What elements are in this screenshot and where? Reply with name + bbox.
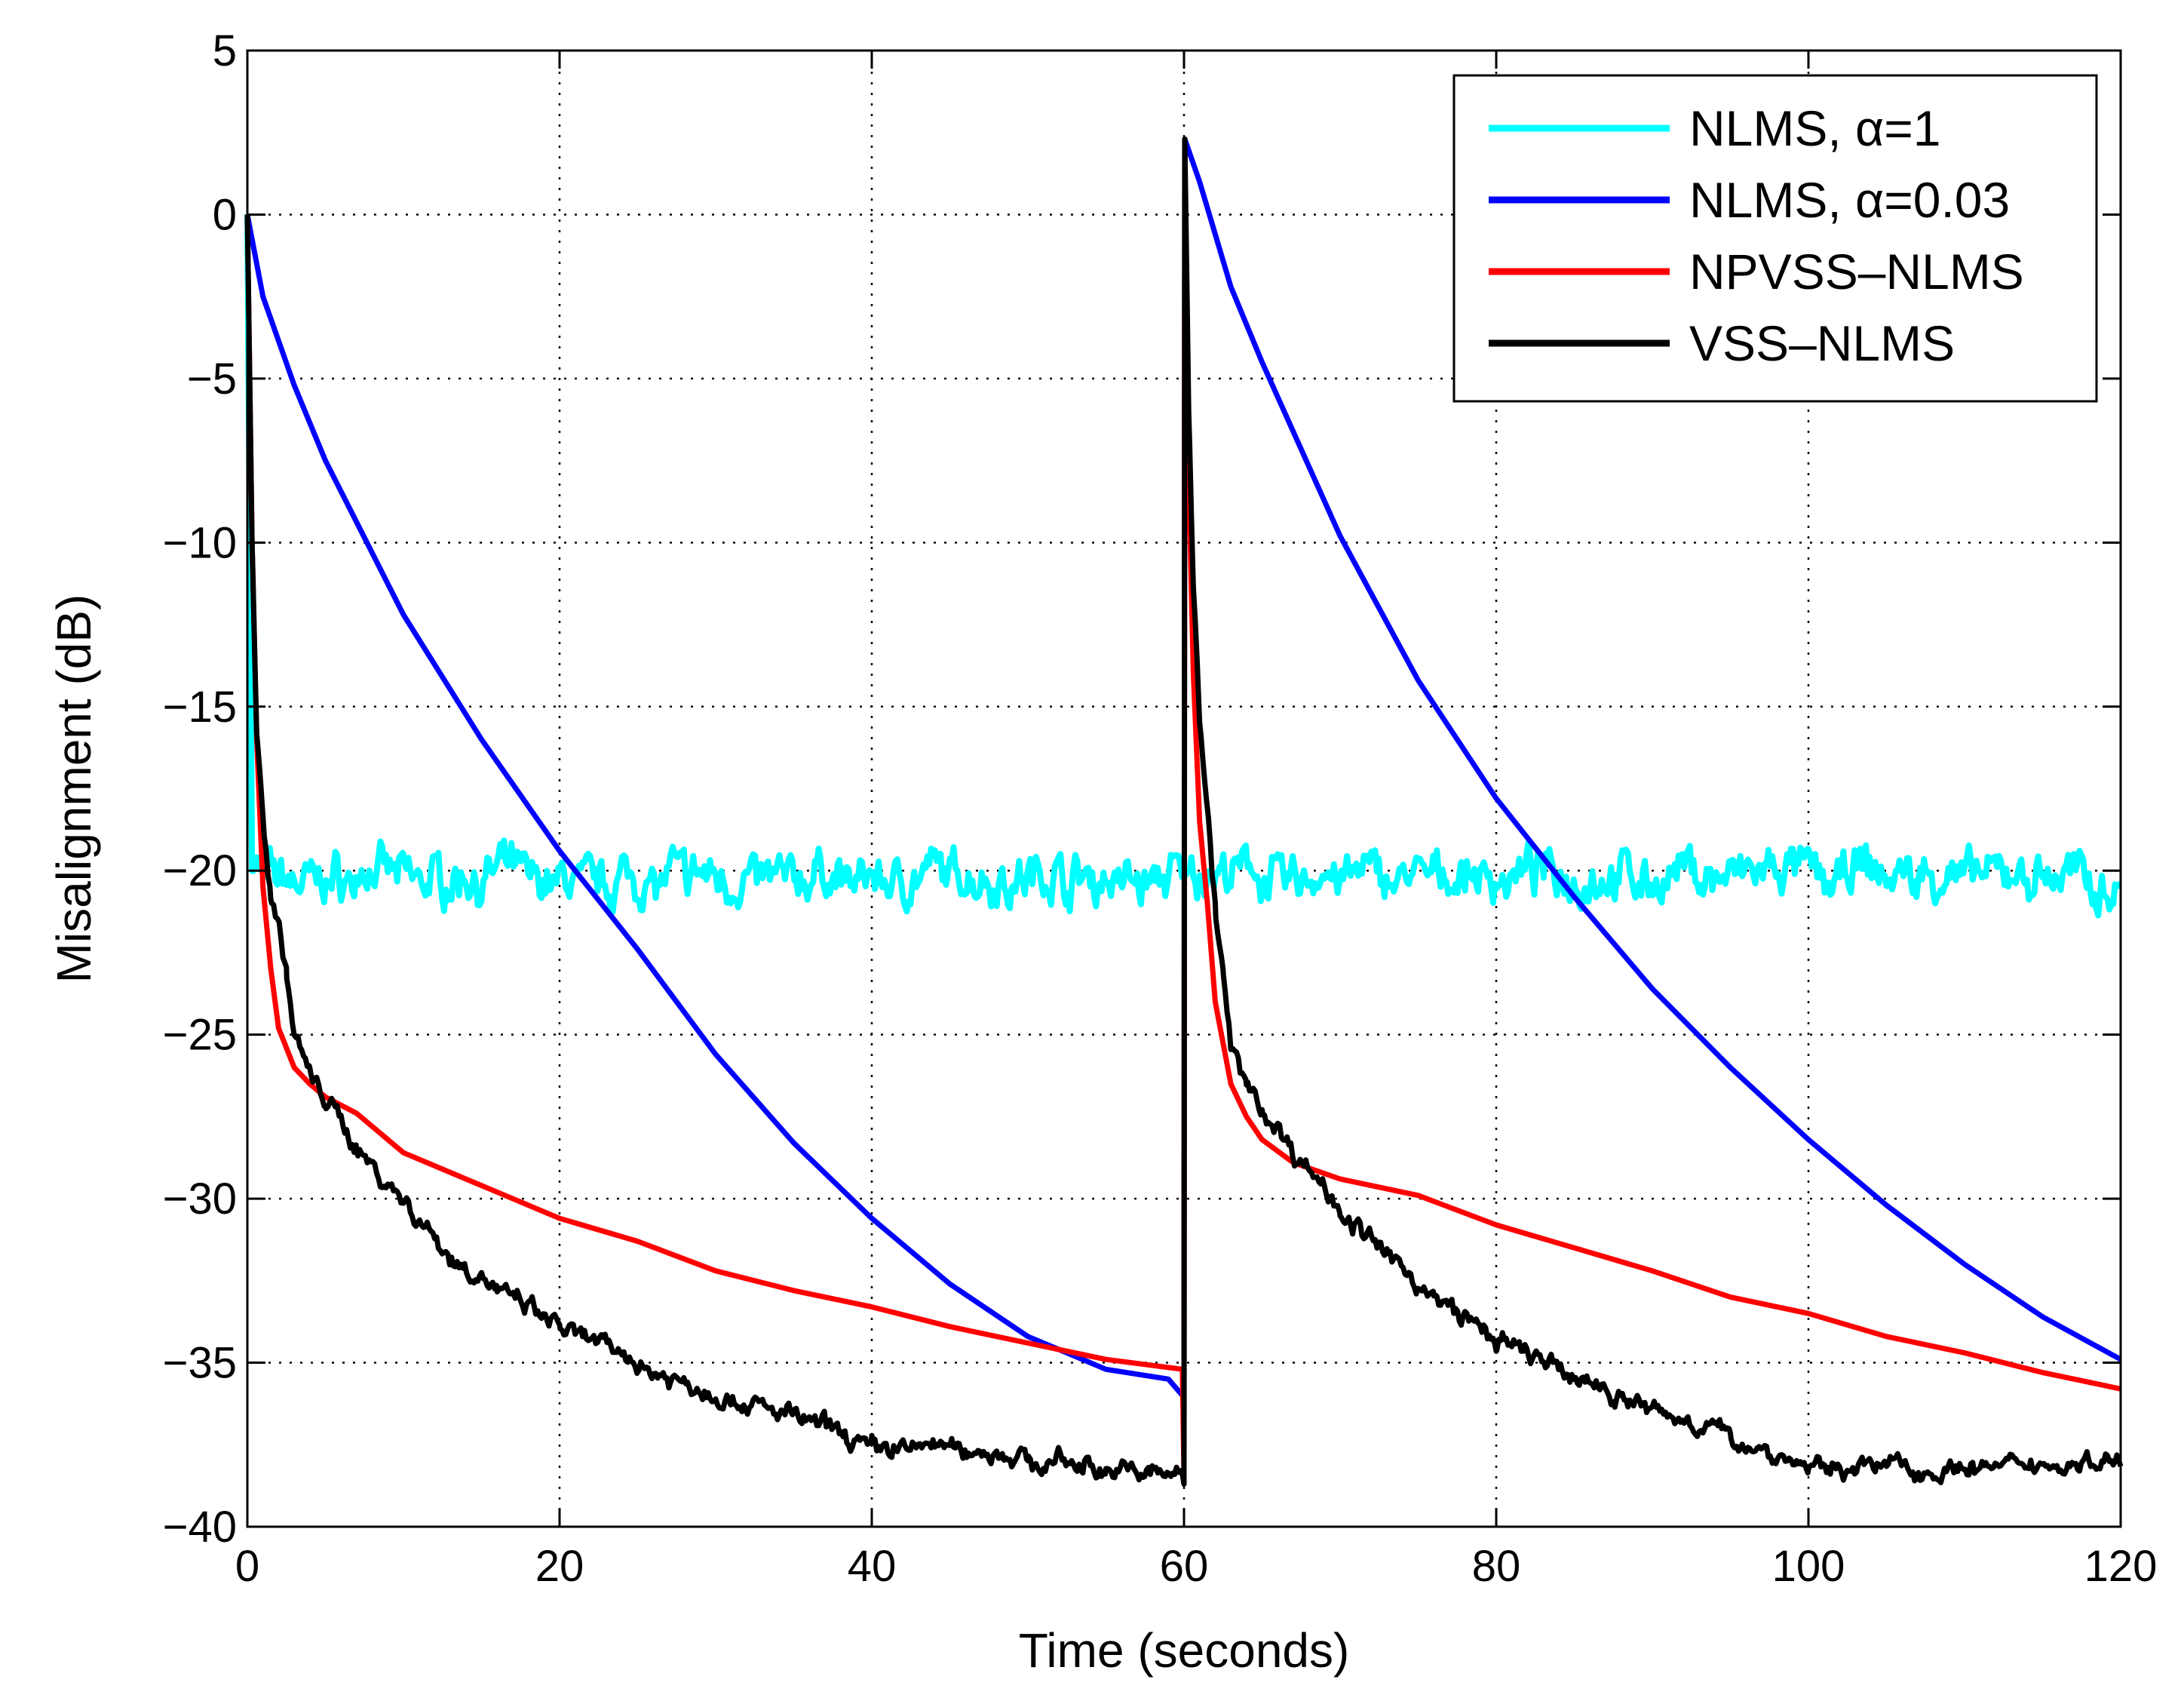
legend-label-1: NLMS, α=0.03 bbox=[1689, 172, 2010, 228]
axes: 0 20 40 60 80 100 120 5 0 −5 −10 −15 −20 −25 −30 −35 −40 bbox=[163, 26, 2158, 1591]
x-tick-label: 100 bbox=[1772, 1542, 1845, 1591]
y-tick-label: −25 bbox=[163, 1011, 237, 1060]
legend-label-3: VSS–NLMS bbox=[1689, 315, 1955, 371]
legend-label-2: NPVSS–NLMS bbox=[1689, 244, 2024, 299]
x-axis-label: Time (seconds) bbox=[1019, 1623, 1350, 1678]
x-tick-label: 0 bbox=[235, 1542, 259, 1591]
y-tick-label: 0 bbox=[213, 190, 237, 239]
y-tick-label: −30 bbox=[163, 1174, 237, 1223]
x-tick-label: 80 bbox=[1472, 1542, 1521, 1591]
legend: NLMS, α=1 NLMS, α=0.03 NPVSS–NLMS VSS–NLMS bbox=[1452, 74, 2098, 403]
y-axis-label: Misalignment (dB) bbox=[47, 594, 101, 984]
x-tick-label: 20 bbox=[535, 1542, 584, 1591]
series-lines bbox=[244, 136, 2124, 1487]
y-tick-label: −5 bbox=[187, 355, 237, 404]
series-line-3 bbox=[244, 136, 2124, 1487]
y-tick-label: −20 bbox=[163, 846, 237, 895]
y-tick-label: −15 bbox=[163, 683, 237, 732]
x-tick-label: 40 bbox=[848, 1542, 897, 1591]
y-tick-label: −35 bbox=[163, 1339, 237, 1388]
x-tick-label: 120 bbox=[2084, 1542, 2158, 1591]
x-tick-label: 60 bbox=[1160, 1542, 1209, 1591]
legend-label-0: NLMS, α=1 bbox=[1689, 100, 1940, 156]
y-tick-label: −40 bbox=[163, 1503, 237, 1552]
y-tick-label: 5 bbox=[213, 26, 237, 75]
y-tick-label: −10 bbox=[163, 518, 237, 567]
